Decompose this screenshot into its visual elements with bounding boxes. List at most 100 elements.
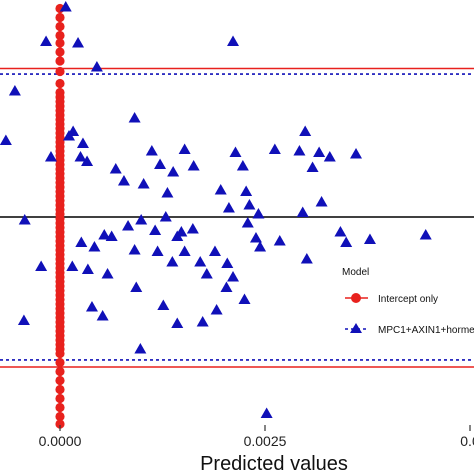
- intercept-point-74: [55, 411, 65, 422]
- full-model-point-18: [306, 161, 319, 172]
- full-model-point-68: [35, 260, 48, 271]
- series-mpc1-axin1-horme: [0, 1, 432, 418]
- full-model-point-81: [96, 310, 109, 321]
- full-model-point-75: [196, 316, 209, 327]
- full-model-point-73: [157, 299, 170, 310]
- full-model-point-79: [17, 314, 30, 325]
- full-model-point-84: [0, 134, 12, 145]
- full-model-point-71: [101, 268, 114, 279]
- full-model-point-19: [313, 146, 326, 157]
- full-model-point-16: [293, 145, 306, 156]
- full-model-point-31: [214, 184, 227, 195]
- intercept-point-7: [55, 66, 65, 77]
- full-model-point-35: [252, 208, 265, 219]
- full-model-point-72: [130, 281, 143, 292]
- full-model-point-61: [249, 232, 262, 243]
- x-axis: 0.0000 0.0025 0.0: [39, 425, 474, 449]
- intercept-point-3: [55, 30, 65, 41]
- x-tick-label-2: 0.0: [460, 433, 474, 449]
- full-model-point-77: [238, 293, 251, 304]
- full-model-point-46: [128, 244, 141, 255]
- intercept-point-1: [55, 12, 65, 23]
- x-tick-label-1: 0.0025: [244, 433, 287, 449]
- full-model-point-12: [178, 143, 191, 154]
- x-tick-label-0: 0.0000: [39, 433, 82, 449]
- legend-key-intercept-marker: [351, 293, 361, 303]
- full-model-point-30: [187, 160, 200, 171]
- full-model-point-34: [243, 199, 256, 210]
- full-model-point-49: [151, 245, 164, 256]
- full-model-point-33: [240, 185, 253, 196]
- full-model-point-38: [315, 196, 328, 207]
- full-model-point-57: [200, 268, 213, 279]
- full-model-point-50: [159, 211, 172, 222]
- full-model-point-21: [323, 151, 336, 162]
- intercept-point-73: [55, 402, 65, 413]
- full-model-point-67: [419, 229, 432, 240]
- full-model-point-20: [350, 148, 363, 159]
- full-model-point-78: [210, 304, 223, 315]
- full-model-point-66: [363, 233, 376, 244]
- full-model-point-80: [85, 301, 98, 312]
- intercept-point-69: [55, 366, 65, 377]
- full-model-point-58: [208, 245, 221, 256]
- full-model-point-37: [296, 206, 309, 217]
- full-model-point-53: [175, 226, 188, 237]
- full-model-point-10: [74, 151, 87, 162]
- full-model-point-1: [40, 35, 53, 46]
- full-model-point-13: [229, 146, 242, 157]
- full-model-point-39: [334, 226, 347, 237]
- full-model-point-0: [59, 1, 72, 12]
- full-model-point-4: [90, 61, 103, 72]
- intercept-point-68: [55, 357, 65, 368]
- full-model-point-24: [109, 163, 122, 174]
- series-intercept-only: [55, 3, 65, 429]
- full-model-point-83: [260, 407, 273, 418]
- full-model-point-74: [171, 317, 184, 328]
- full-model-point-8: [67, 125, 80, 136]
- full-model-point-23: [81, 155, 94, 166]
- full-model-point-5: [8, 85, 21, 96]
- full-model-point-11: [145, 145, 158, 156]
- full-model-point-47: [135, 214, 148, 225]
- full-model-point-22: [44, 151, 57, 162]
- intercept-point-6: [55, 56, 65, 66]
- intercept-point-4: [55, 38, 65, 48]
- legend: Model Intercept only MPC1+AXIN1+horme: [342, 267, 474, 336]
- full-model-point-44: [105, 230, 118, 241]
- full-model-point-59: [221, 257, 234, 268]
- intercept-point-75: [55, 419, 65, 429]
- full-model-point-40: [18, 214, 31, 225]
- reference-lines: [0, 67, 474, 368]
- full-model-point-28: [161, 187, 174, 198]
- full-model-point-26: [137, 178, 150, 189]
- full-model-point-36: [241, 217, 254, 228]
- legend-label-full-model: MPC1+AXIN1+horme: [378, 325, 474, 336]
- intercept-point-5: [55, 47, 65, 57]
- full-model-point-2: [72, 37, 85, 48]
- full-model-point-76: [220, 281, 233, 292]
- x-axis-title: Predicted values: [200, 453, 348, 474]
- full-model-point-41: [75, 236, 88, 247]
- intercept-point-70: [55, 375, 65, 386]
- full-model-point-14: [236, 160, 249, 171]
- full-model-point-17: [299, 125, 312, 136]
- legend-key-full-model-marker: [350, 323, 362, 333]
- legend-title: Model: [342, 267, 369, 278]
- legend-label-intercept: Intercept only: [378, 294, 438, 305]
- full-model-point-9: [76, 137, 89, 148]
- full-model-point-54: [178, 245, 191, 256]
- full-model-point-42: [98, 229, 111, 240]
- full-model-point-63: [273, 235, 286, 246]
- full-model-point-3: [227, 35, 240, 46]
- full-model-point-60: [227, 271, 240, 282]
- full-model-point-43: [88, 241, 101, 252]
- full-model-point-56: [194, 256, 207, 267]
- full-model-point-70: [81, 263, 94, 274]
- intercept-point-67: [55, 348, 65, 359]
- full-model-point-45: [122, 220, 135, 231]
- intercept-point-71: [55, 384, 65, 395]
- intercept-point-8: [55, 78, 65, 89]
- full-model-point-51: [166, 256, 179, 267]
